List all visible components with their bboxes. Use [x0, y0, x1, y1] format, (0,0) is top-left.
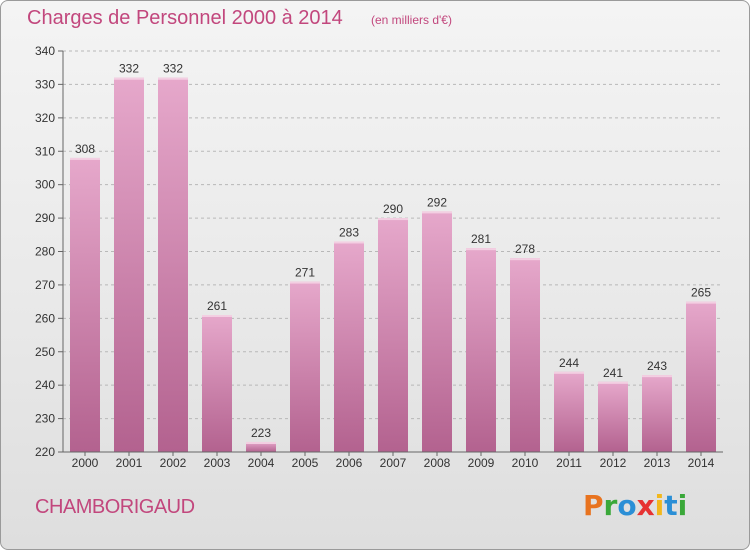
data-label-2011: 244 — [559, 356, 579, 370]
logo-letter: r — [603, 489, 618, 522]
y-tick-label: 270 — [35, 278, 55, 292]
y-tick-label: 230 — [35, 412, 55, 426]
y-tick-label: 260 — [35, 311, 55, 325]
x-tick-label-2010: 2010 — [512, 456, 539, 470]
bar-2011 — [554, 371, 584, 452]
bar-2012 — [598, 381, 628, 452]
bar-top-highlight — [290, 281, 320, 284]
y-tick-label: 320 — [35, 111, 55, 125]
bar-top-highlight — [466, 248, 496, 251]
x-tick-label-2007: 2007 — [380, 456, 407, 470]
x-tick-label-2014: 2014 — [688, 456, 715, 470]
bar-top-highlight — [510, 258, 540, 261]
y-tick-label: 340 — [35, 44, 55, 58]
bar-top-highlight — [554, 371, 584, 374]
logo-letter: i — [654, 489, 665, 522]
data-label-2003: 261 — [207, 299, 227, 313]
bar-top-highlight — [598, 381, 628, 384]
x-tick-label-2003: 2003 — [204, 456, 231, 470]
bar-2013 — [642, 375, 672, 452]
x-tick-label-2004: 2004 — [248, 456, 275, 470]
y-tick-label: 330 — [35, 77, 55, 91]
data-label-2014: 265 — [691, 286, 711, 300]
x-tick-label-2000: 2000 — [72, 456, 99, 470]
bar-2001 — [114, 77, 144, 452]
data-label-2000: 308 — [75, 142, 95, 156]
bar-top-highlight — [202, 314, 232, 317]
data-label-2010: 278 — [515, 242, 535, 256]
bar-top-highlight — [378, 218, 408, 221]
commune-name: CHAMBORIGAUD — [35, 496, 195, 518]
logo-letter: x — [636, 489, 655, 522]
bar-2005 — [290, 281, 320, 452]
data-label-2001: 332 — [119, 62, 139, 76]
proxiti-logo[interactable]: Proxiti — [583, 489, 687, 522]
bar-top-highlight — [158, 77, 188, 80]
bars — [70, 77, 716, 452]
bar-top-highlight — [334, 241, 364, 244]
bar-2009 — [466, 248, 496, 452]
x-tick-label-2001: 2001 — [116, 456, 143, 470]
bar-2000 — [70, 157, 100, 452]
chart-subtitle: (en milliers d'€) — [371, 13, 452, 27]
x-tick-label-2009: 2009 — [468, 456, 495, 470]
chart-title: Charges de Personnel 2000 à 2014 — [27, 7, 343, 29]
y-tick-label: 300 — [35, 178, 55, 192]
logo-letter: o — [617, 489, 637, 522]
bar-top-highlight — [422, 211, 452, 214]
x-tick-label-2008: 2008 — [424, 456, 451, 470]
bar-top-highlight — [686, 301, 716, 304]
x-tick-label-2013: 2013 — [644, 456, 671, 470]
data-label-2006: 283 — [339, 225, 359, 239]
x-tick-label-2012: 2012 — [600, 456, 627, 470]
data-label-2013: 243 — [647, 359, 667, 373]
y-tick-label: 250 — [35, 345, 55, 359]
x-tick-label-2011: 2011 — [556, 456, 582, 470]
logo-letter: t — [664, 489, 678, 522]
bar-2003 — [202, 314, 232, 452]
data-label-2002: 332 — [163, 62, 183, 76]
data-labels: 308 332 332 261 223 271 283 290 292 281 278 244 241 2… — [75, 62, 711, 440]
logo-letter: P — [583, 489, 604, 522]
data-label-2007: 290 — [383, 202, 403, 216]
y-tick-label: 310 — [35, 144, 55, 158]
data-label-2008: 292 — [427, 195, 447, 209]
bar-2004 — [246, 441, 276, 452]
bar-2010 — [510, 258, 540, 452]
data-label-2012: 241 — [603, 366, 623, 380]
logo-letter: i — [677, 489, 688, 522]
y-tick-label: 280 — [35, 245, 55, 259]
bar-top-highlight — [114, 77, 144, 80]
x-tick-label-2006: 2006 — [336, 456, 363, 470]
x-tick-label-2002: 2002 — [160, 456, 187, 470]
bar-top-highlight — [70, 157, 100, 160]
data-label-2004: 223 — [251, 426, 271, 440]
bar-2014 — [686, 301, 716, 452]
x-tick-label-2005: 2005 — [292, 456, 319, 470]
bar-2008 — [422, 211, 452, 452]
bar-top-highlight — [642, 375, 672, 378]
data-label-2005: 271 — [295, 266, 315, 280]
axes: 220 230 240 250 260 270 280 290 300 310 320 330 340 2… — [35, 44, 723, 470]
bar-2007 — [378, 218, 408, 452]
y-tick-label: 240 — [35, 378, 55, 392]
data-label-2009: 281 — [471, 232, 491, 246]
y-tick-label: 220 — [35, 445, 55, 459]
bar-2006 — [334, 241, 364, 452]
bar-top-highlight — [246, 441, 276, 444]
bar-2002 — [158, 77, 188, 452]
y-tick-label: 290 — [35, 211, 55, 225]
